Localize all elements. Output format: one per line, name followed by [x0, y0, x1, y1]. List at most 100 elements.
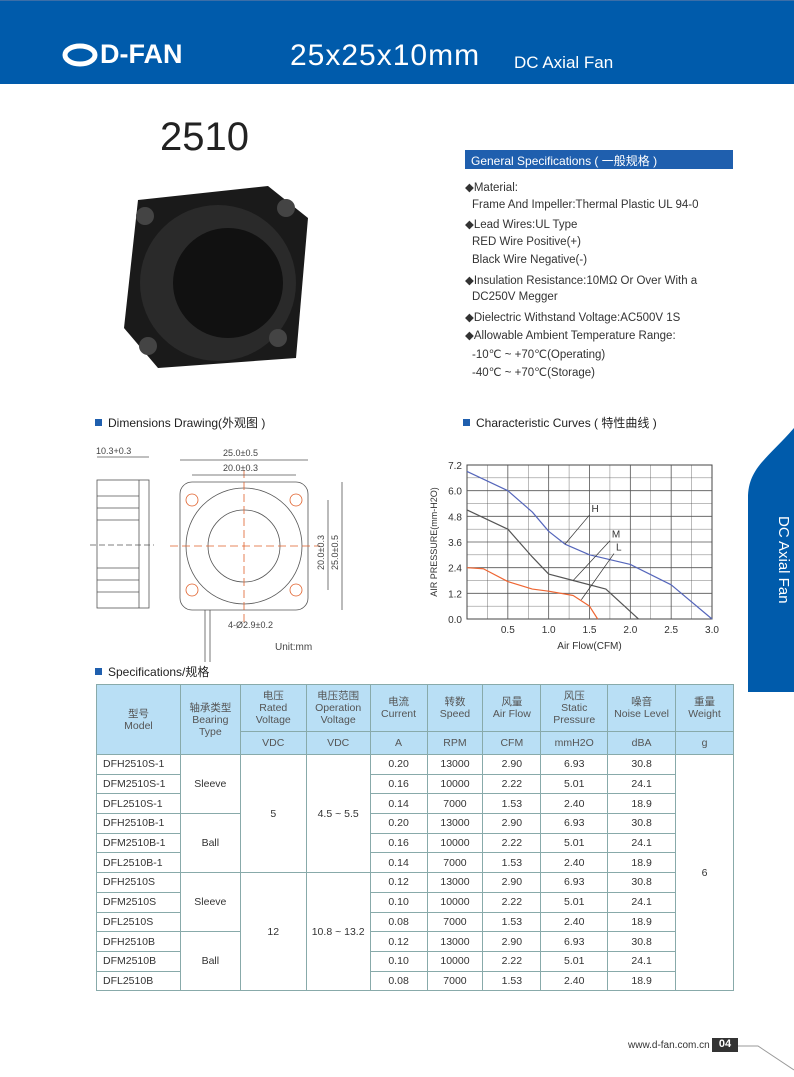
spec-line: DC250V Megger: [472, 291, 558, 303]
value-cell: 7000: [426, 793, 484, 815]
rated-voltage-cell: 5: [239, 753, 307, 874]
value-cell: 18.9: [607, 852, 677, 874]
y-tick-label: 4.8: [448, 512, 462, 523]
value-cell: 10000: [426, 832, 484, 854]
model-cell: DFM2510B: [96, 950, 181, 972]
header-text: 重量: [694, 696, 715, 708]
value-cell: 0.20: [369, 754, 428, 775]
inner-height-dimension: 20.0±0.3: [316, 535, 326, 570]
header-text: Current: [381, 708, 417, 720]
side-tab-label: DC Axial Fan: [775, 516, 792, 604]
model-cell: DFL2510S-1: [96, 793, 181, 815]
value-cell: 2.90: [482, 813, 542, 834]
value-cell: 13000: [426, 931, 484, 952]
unit-label: Unit:mm: [275, 642, 312, 653]
y-axis-label: AIR PRESSURE(mm-H2O): [429, 487, 439, 597]
value-cell: 0.14: [369, 852, 428, 874]
value-cell: 10000: [426, 891, 484, 913]
header-current: 电流 Current: [369, 684, 428, 732]
value-cell: 24.1: [607, 773, 677, 795]
table-row: DFH2510S-1 Sleeve 5 4.5 ~ 5.5 0.20 13000 2.90 6…: [96, 753, 734, 992]
table-row: DFM2510S-1 0.16 10000 2.22 5.01 24.1: [96, 773, 734, 795]
header-bearing: 轴承类型 Bearing Type: [179, 684, 241, 755]
value-cell: 0.08: [369, 911, 428, 933]
specs-heading: Specifications/规格: [95, 663, 209, 680]
footer-url[interactable]: www.d-fan.com.cn: [628, 1040, 710, 1051]
brand-name: D-FAN: [100, 39, 183, 69]
value-cell: 5.01: [540, 832, 609, 854]
dimensions-title: Dimensions Drawing(外观图 ): [108, 416, 266, 430]
value-cell: 2.22: [482, 891, 542, 913]
specifications-table: 型号 Model 轴承类型 Bearing Type 电压 Rated Voltage 电压范围…: [96, 684, 734, 992]
unit-cell: g: [675, 731, 734, 755]
value-cell: 30.8: [607, 754, 677, 775]
value-cell: 6.93: [540, 872, 609, 893]
fan-photo: [124, 186, 308, 368]
table-row: DFH2510S Sleeve 12 10.8 ~ 13.2 0.12 13000 2.90…: [96, 872, 734, 992]
characteristic-chart: 0.5 1.0 1.5 2.0 2.5 3.0 0.0 1.2 2.4 3.6 4.8 6.0 7.2 A…: [429, 461, 719, 652]
table-row: DFH2510B Ball 0.12 13000 2.90 6.93 30.8: [96, 931, 734, 992]
value-cell: 24.1: [607, 950, 677, 972]
model-cell: DFH2510B: [96, 931, 181, 952]
model-cell: DFM2510S-1: [96, 773, 181, 795]
header-model: 型号 Model: [96, 684, 181, 755]
value-cell: 0.10: [369, 891, 428, 913]
y-tick-label: 6.0: [448, 487, 462, 498]
header-text: Speed: [439, 708, 471, 720]
value-cell: 2.40: [540, 911, 609, 933]
y-tick-label: 0.0: [448, 615, 462, 626]
value-cell: 5.01: [540, 950, 609, 972]
value-cell: 1.53: [482, 852, 542, 874]
dimensions-heading: Dimensions Drawing(外观图 ): [95, 414, 265, 431]
header-text: 风压: [563, 690, 585, 702]
value-cell: 1.53: [482, 970, 542, 992]
unit-cell: RPM: [426, 731, 484, 755]
spec-line: Black Wire Negative(-): [472, 254, 588, 266]
table-row: DFL2510S 0.08 7000 1.53 2.40 18.9: [96, 911, 734, 933]
curve-H: [466, 470, 713, 620]
series-label: M: [612, 530, 620, 541]
x-tick-label: 1.0: [542, 625, 556, 636]
value-cell: 6.93: [540, 931, 609, 952]
value-cell: 13000: [426, 754, 484, 775]
model-cell: DFM2510B-1: [96, 832, 181, 854]
header-text: Noise Level: [614, 708, 670, 720]
unit-cell: A: [369, 731, 428, 755]
value-cell: 0.12: [369, 931, 428, 952]
holes-dimension: 4-Ø2.9±0.2: [228, 620, 273, 630]
outer-height-dimension: 25.0±0.5: [330, 535, 340, 570]
value-cell: 30.8: [607, 872, 677, 893]
table-row: DFH2510B-1 Ball 0.20 13000 2.90 6.93 30.8: [96, 813, 734, 874]
model-number: 2510: [160, 115, 249, 159]
bearing-cell: Ball: [179, 931, 241, 992]
y-tick-label: 3.6: [448, 538, 462, 549]
value-cell: 0.10: [369, 950, 428, 972]
brand-logo: D-FAN: [62, 39, 183, 70]
y-tick-label: 1.2: [448, 589, 462, 600]
header-text: 电压: [262, 690, 284, 702]
table-row: DFL2510B 0.08 7000 1.53 2.40 18.9: [96, 970, 734, 992]
spec-line: ◆Material:: [465, 182, 518, 194]
header-text: Operation: [315, 702, 362, 714]
value-cell: 18.9: [607, 793, 677, 815]
header-text: 噪音: [631, 696, 653, 708]
bearing-cell: Sleeve: [179, 753, 241, 815]
header-text: Voltage: [320, 714, 356, 726]
value-cell: 2.90: [482, 931, 542, 952]
curve-pointer: [581, 553, 615, 600]
spec-line: ◆Dielectric Withstand Voltage:AC500V 1S: [465, 311, 681, 324]
value-cell: 0.20: [369, 813, 428, 834]
value-cell: 0.16: [369, 832, 428, 854]
value-cell: 0.08: [369, 970, 428, 992]
logo-swoosh-icon: [62, 43, 98, 66]
table-row: DFM2510S 0.10 10000 2.22 5.01 24.1: [96, 891, 734, 913]
value-cell: 1.53: [482, 911, 542, 933]
bullet-square-icon: [95, 419, 102, 426]
header-banner: D-FAN 25x25x10mm DC Axial Fan: [0, 0, 794, 84]
dimensions-drawing: 10.3+0.3 25.0±0.5 20.0±0.3 20.0±0.3 25.0…: [90, 446, 343, 662]
header-text: 转数: [444, 696, 466, 708]
model-cell: DFH2510B-1: [96, 813, 181, 834]
value-cell: 1.53: [482, 793, 542, 815]
header-text: Type: [198, 725, 222, 738]
page-number: 04: [712, 1038, 738, 1052]
